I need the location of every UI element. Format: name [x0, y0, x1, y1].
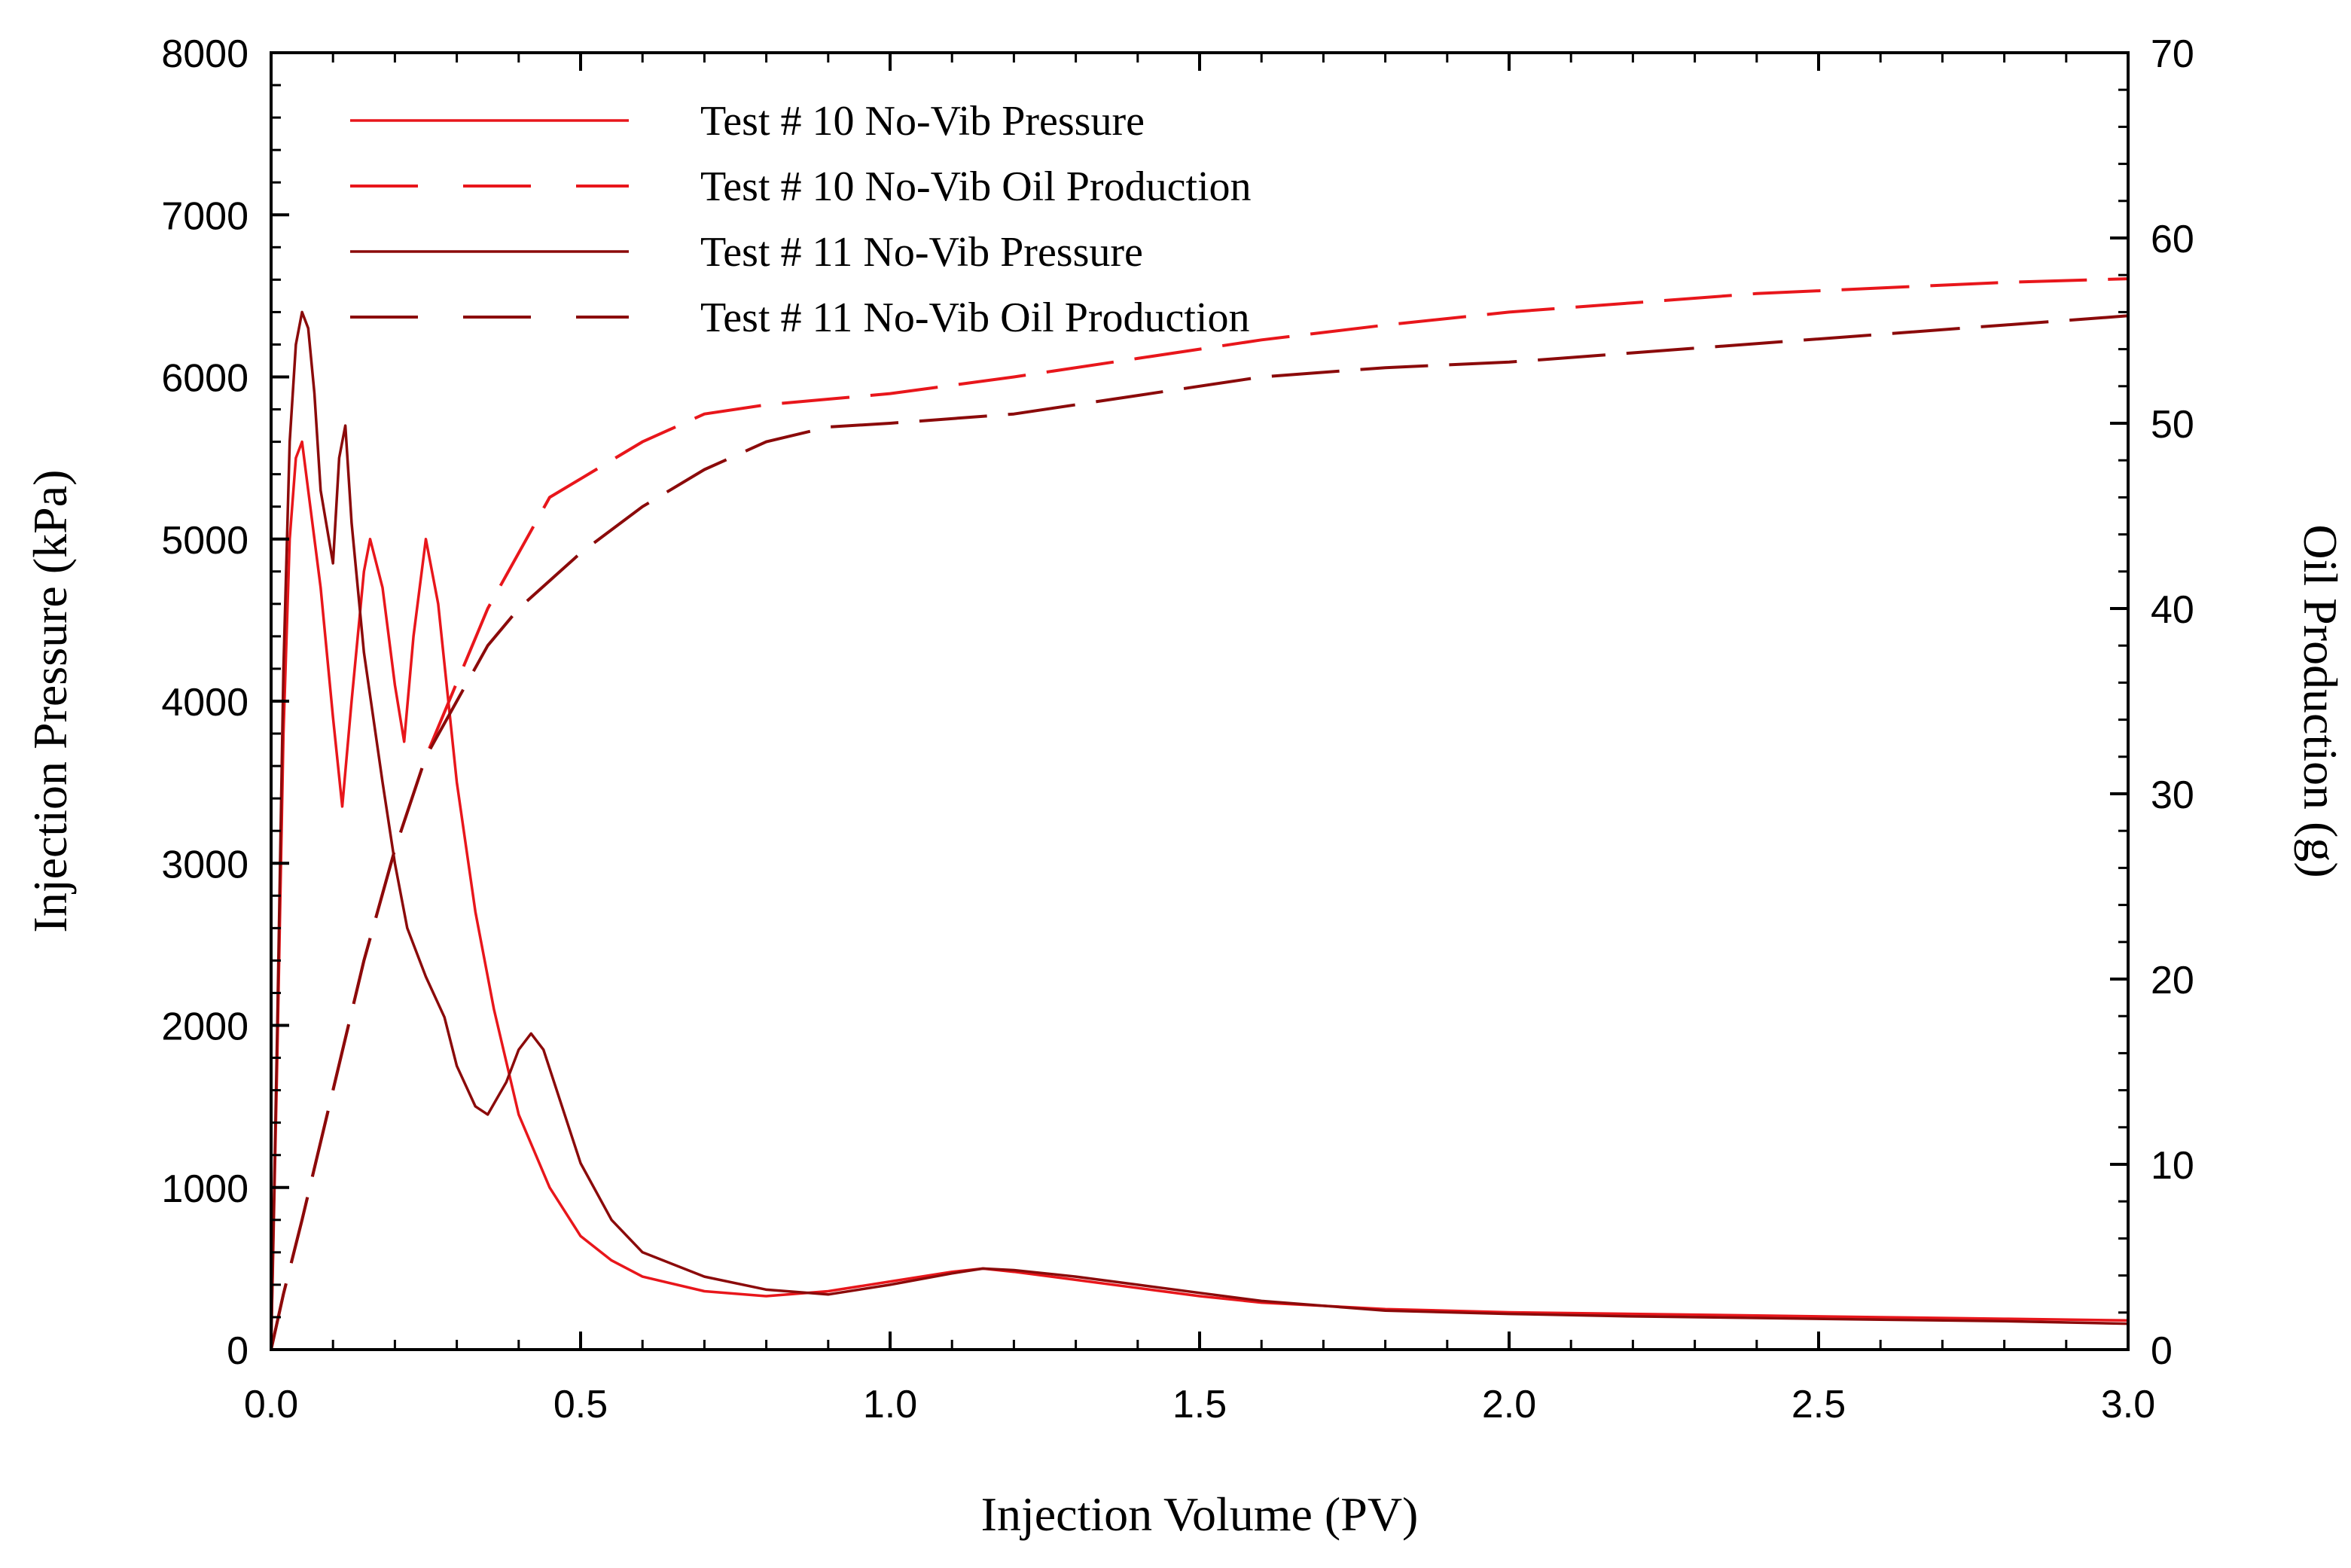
legend: Test # 10 No-Vib Pressure Test # 10 No-Vi… [350, 98, 1252, 341]
x-tick-label: 2.5 [1791, 1383, 1846, 1426]
x-tick-label: 3.0 [2101, 1383, 2155, 1426]
series-line-1 [270, 440, 2129, 1350]
x-tick-label: 1.5 [1172, 1383, 1227, 1426]
x-axis-title: Injection Volume (PV) [981, 1487, 1419, 1541]
y-left-tick-label: 7000 [161, 194, 249, 238]
plot-lines [270, 277, 2129, 1350]
series-line-2 [270, 277, 2129, 1350]
y-right-tick-label: 10 [2151, 1144, 2194, 1188]
y-left-tick-label: 8000 [161, 32, 249, 76]
axis-ticks [270, 51, 2130, 1351]
y-left-tick-label: 1000 [161, 1167, 249, 1211]
y-left-tick-label: 0 [227, 1329, 249, 1373]
y-right-tick-label: 0 [2151, 1329, 2173, 1373]
axis-tick-labels: 0.0 0.5 1.0 1.5 2.0 2.5 3.0 0 1000 2000 3000 4000 50… [161, 32, 2194, 1426]
x-tick-label: 1.0 [863, 1383, 917, 1426]
x-tick-label: 0.5 [553, 1383, 608, 1426]
y-right-axis-title: Oil Production (g) [2294, 524, 2347, 877]
y-right-tick-label: 70 [2151, 32, 2194, 76]
series-line-3 [270, 310, 2129, 1350]
legend-label: Test # 10 No-Vib Oil Production [700, 163, 1252, 210]
y-left-axis-title: Injection Pressure (kPa) [23, 470, 77, 933]
y-right-tick-label: 40 [2151, 588, 2194, 632]
y-left-tick-label: 6000 [161, 357, 249, 401]
series-line-4 [270, 314, 2129, 1350]
y-right-tick-label: 30 [2151, 773, 2194, 817]
plot-frame [270, 51, 2130, 1351]
y-left-tick-label: 2000 [161, 1005, 249, 1049]
y-right-tick-label: 50 [2151, 403, 2194, 447]
x-tick-label: 2.0 [1482, 1383, 1536, 1426]
y-right-tick-label: 60 [2151, 218, 2194, 261]
legend-label: Test # 11 No-Vib Oil Production [700, 294, 1249, 341]
y-left-tick-label: 5000 [161, 519, 249, 563]
legend-label: Test # 10 No-Vib Pressure [700, 98, 1145, 145]
y-left-tick-label: 4000 [161, 681, 249, 725]
legend-label: Test # 11 No-Vib Pressure [700, 229, 1143, 276]
x-tick-label: 0.0 [244, 1383, 298, 1426]
y-left-tick-label: 3000 [161, 843, 249, 886]
y-right-tick-label: 20 [2151, 959, 2194, 1002]
